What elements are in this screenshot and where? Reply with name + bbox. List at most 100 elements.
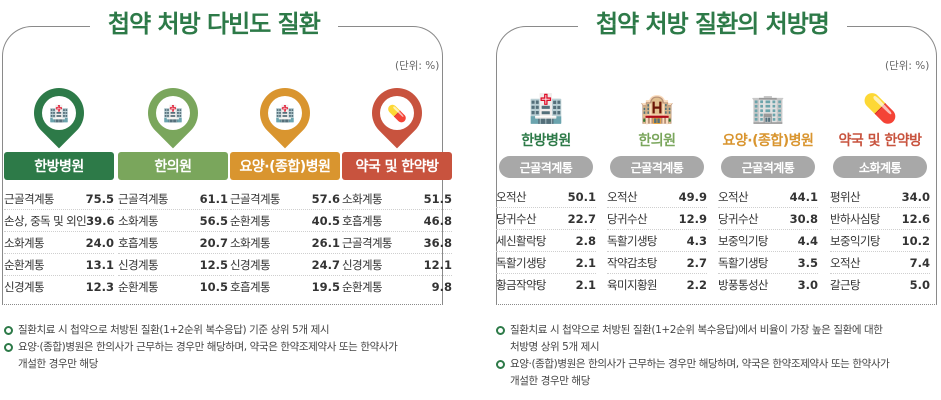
row-value: 50.1: [567, 189, 596, 204]
table-row: 근골격계통 75.5: [4, 188, 114, 210]
table-row: 보중익기탕 4.4: [718, 230, 818, 252]
row-value: 12.1: [423, 257, 452, 272]
clinic-building-icon: 🏨: [639, 91, 675, 125]
table-row: 황금작약탕 2.1: [496, 274, 596, 296]
right-column: 💊 약국 및 한약방 소화계통 평위산 34.0 반하사심탕 12.6 보중익기탕 10.2 오적…: [830, 88, 930, 296]
table-row: 순환계통 40.5: [230, 210, 340, 232]
row-value: 9.8: [431, 280, 452, 294]
row-name: 근골격계통: [342, 235, 393, 250]
table-row: 육미지황원 2.2: [607, 274, 707, 296]
facility-name: 한방병원: [521, 133, 571, 149]
row-value: 51.5: [423, 191, 452, 206]
table-row: 당귀수산 12.9: [607, 208, 707, 230]
table-row: 오적산 44.1: [718, 186, 818, 208]
data-list: 평위산 34.0 반하사심탕 12.6 보중익기탕 10.2 오적산 7.4 갈근탕 5.0: [830, 186, 930, 296]
table-row: 독활기생탕 3.5: [718, 252, 818, 274]
row-value: 12.9: [678, 211, 707, 226]
table-row: 당귀수산 22.7: [496, 208, 596, 230]
right-dotted-divider: [496, 304, 937, 305]
table-row: 호흡계통 20.7: [118, 232, 228, 254]
row-name: 신경계통: [118, 257, 159, 272]
row-value: 3.5: [797, 255, 818, 270]
facility-name: 요양·(종합)병원: [722, 133, 814, 149]
left-unit-label: (단위: %): [395, 60, 440, 72]
row-name: 세신활락탕: [496, 233, 547, 248]
note-item: 처방명 상위 5개 제시: [510, 341, 600, 353]
row-value: 13.1: [85, 257, 114, 272]
row-name: 소화계통: [4, 235, 45, 250]
data-list: 오적산 50.1 당귀수산 22.7 세신활락탕 2.8 독활기생탕 2.1 황금작약탕 2.1: [496, 186, 596, 296]
table-row: 소화계통 26.1: [230, 232, 340, 254]
clinic-pin-icon: 🏥: [137, 77, 209, 149]
row-name: 순환계통: [4, 257, 45, 272]
row-value: 2.2: [686, 278, 707, 292]
row-name: 보중익기탕: [830, 233, 881, 248]
row-value: 61.1: [199, 191, 228, 206]
table-row: 소화계통 51.5: [342, 188, 452, 210]
table-row: 오적산 49.9: [607, 186, 707, 208]
row-name: 반하사심탕: [830, 211, 881, 226]
row-name: 신경계통: [4, 280, 45, 294]
row-value: 2.1: [575, 278, 596, 292]
row-value: 40.5: [311, 213, 340, 228]
row-name: 순환계통: [230, 213, 271, 228]
care-building-icon: 🏢: [750, 91, 786, 125]
row-value: 10.5: [199, 280, 228, 294]
row-name: 근골격계통: [118, 191, 169, 206]
row-name: 당귀수산: [607, 211, 648, 226]
row-value: 44.1: [789, 189, 818, 204]
row-name: 소화계통: [342, 191, 383, 206]
note-item: 개설한 경우만 해당: [18, 358, 98, 370]
row-name: 황금작약탕: [496, 278, 547, 292]
row-name: 작약감초탕: [607, 255, 658, 270]
table-row: 독활기생탕 4.3: [607, 230, 707, 252]
row-value: 2.7: [686, 255, 707, 270]
row-value: 10.2: [901, 233, 930, 248]
row-value: 56.5: [199, 213, 228, 228]
row-name: 갈근탕: [830, 278, 861, 292]
left-column: 🏥 한방병원 근골격계통 75.5 손상, 중독 및 외인 39.6 소화계통 24.0 순환계…: [4, 77, 114, 298]
row-value: 75.5: [85, 191, 114, 206]
row-value: 36.8: [423, 235, 452, 250]
row-value: 12.3: [85, 280, 114, 294]
row-name: 오적산: [718, 189, 749, 204]
table-row: 작약감초탕 2.7: [607, 252, 707, 274]
row-value: 12.5: [199, 257, 228, 272]
table-row: 평위산 34.0: [830, 186, 930, 208]
left-dotted-divider: [2, 304, 443, 305]
table-row: 신경계통 12.5: [118, 254, 228, 276]
right-notes: 질환치료 시 첩약으로 처방된 질환(1+2순위 복수응답)에서 비율이 가장 …: [496, 322, 936, 390]
table-row: 순환계통 10.5: [118, 276, 228, 298]
category-label: 요양·(종합)병원: [230, 152, 340, 180]
table-row: 호흡계통 46.8: [342, 210, 452, 232]
category-label: 한의원: [118, 152, 228, 180]
table-row: 독활기생탕 2.1: [496, 252, 596, 274]
row-value: 34.0: [901, 189, 930, 204]
table-row: 신경계통 12.1: [342, 254, 452, 276]
table-row: 순환계통 9.8: [342, 276, 452, 298]
row-value: 24.7: [311, 257, 340, 272]
note-item: 개설한 경우만 해당: [510, 375, 590, 387]
row-value: 46.8: [423, 213, 452, 228]
right-column: 🏨 한의원 근골격계통 오적산 49.9 당귀수산 12.9 독활기생탕 4.3 작약감초탕 2.7…: [607, 88, 707, 296]
row-name: 소화계통: [118, 213, 159, 228]
bullet-icon: [496, 326, 505, 335]
data-list: 근골격계통 57.6 순환계통 40.5 소화계통 26.1 신경계통 24.7 호흡계통 19.…: [230, 188, 340, 298]
category-pill: 소화계통: [833, 156, 927, 178]
note-item: 요양·(종합)병원은 한의사가 근무하는 경우만 해당하며, 약국은 한약조제약…: [4, 339, 444, 356]
bullet-icon: [4, 326, 13, 335]
table-row: 오적산 50.1: [496, 186, 596, 208]
table-row: 순환계통 13.1: [4, 254, 114, 276]
row-value: 2.8: [575, 233, 596, 248]
category-label: 한방병원: [4, 152, 114, 180]
table-row: 반하사심탕 12.6: [830, 208, 930, 230]
row-value: 5.0: [909, 278, 930, 292]
row-value: 19.5: [311, 280, 340, 294]
row-name: 보중익기탕: [718, 233, 769, 248]
row-value: 49.9: [678, 189, 707, 204]
row-name: 호흡계통: [342, 213, 383, 228]
right-unit-label: (단위: %): [885, 60, 930, 72]
row-name: 순환계통: [118, 280, 159, 294]
row-value: 24.0: [85, 235, 114, 250]
data-list: 소화계통 51.5 호흡계통 46.8 근골격계통 36.8 신경계통 12.1 순환계통 9.8: [342, 188, 452, 298]
